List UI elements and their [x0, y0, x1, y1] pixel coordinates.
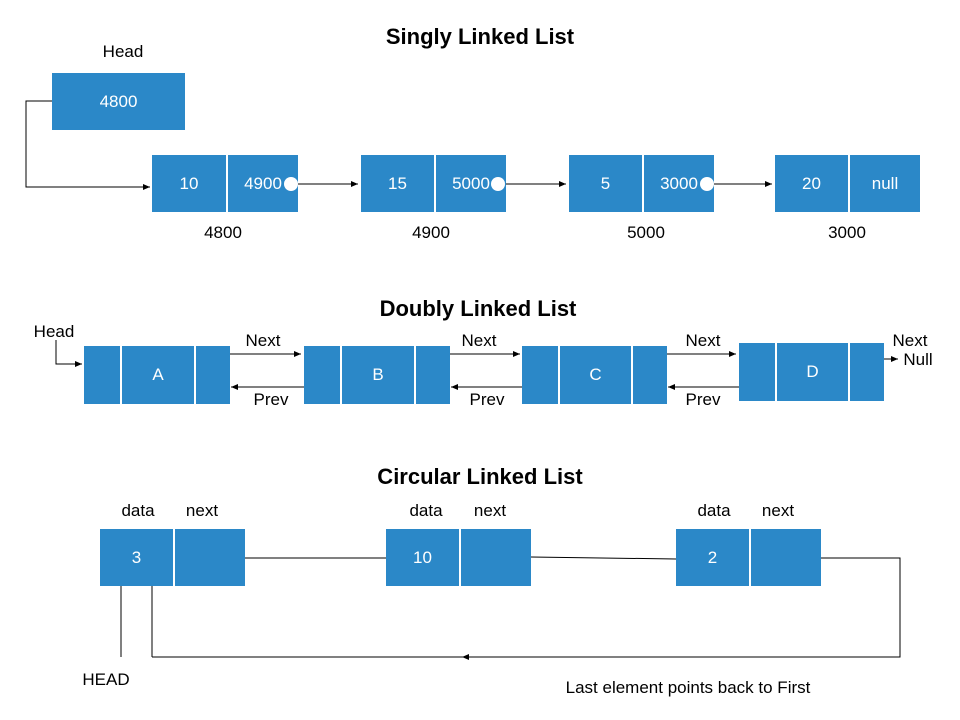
circular-node-3: 2 — [676, 529, 821, 586]
circular-next-label: next — [473, 501, 507, 520]
singly-node-data: 15 — [388, 173, 407, 193]
singly-node-3: 5 3000 — [569, 155, 714, 212]
circular-node-value: 3 — [131, 547, 142, 567]
doubly-head-label: Head — [33, 322, 75, 341]
doubly-node-value: B — [340, 346, 414, 404]
circular-next-pointer-cell — [173, 529, 245, 586]
doubly-prev-pointer-cell — [522, 346, 558, 404]
singly-node-4: 20 null — [775, 155, 920, 212]
doubly-node-value: A — [120, 346, 194, 404]
circular-next-label: next — [185, 501, 219, 520]
doubly-prev-pointer-cell — [84, 346, 120, 404]
singly-pointer-dot-3 — [700, 177, 714, 191]
doubly-next-label-3: Next — [685, 331, 721, 350]
singly-node-data: 20 — [802, 173, 821, 193]
singly-node-address: 4900 — [412, 223, 450, 242]
doubly-next-pointer-cell — [414, 346, 450, 404]
circular-head-label: HEAD — [82, 670, 130, 689]
singly-node-address: 4800 — [204, 223, 242, 242]
circular-node-2: 10 — [386, 529, 531, 586]
singly-node-next: null — [848, 155, 920, 212]
doubly-node-4: D — [739, 343, 884, 401]
doubly-node-2: B — [304, 346, 450, 404]
doubly-head-pointer-arrow — [55, 340, 82, 367]
circular-node-value: 10 — [413, 547, 432, 567]
circular-next-pointer-cell — [749, 529, 821, 586]
doubly-null-label: Null — [903, 350, 933, 369]
circular-return-line — [462, 557, 901, 660]
doubly-node-3: C — [522, 346, 667, 404]
doubly-next-pointer-cell — [848, 343, 884, 401]
circular-data-label: data — [409, 501, 443, 520]
doubly-node-value: D — [775, 343, 848, 401]
circular-data-label: data — [121, 501, 155, 520]
circular-node-value: 2 — [707, 547, 718, 567]
doubly-next-label-2: Next — [461, 331, 497, 350]
doubly-prev-label-3: Prev — [685, 390, 721, 409]
doubly-node-1: A — [84, 346, 230, 404]
singly-pointer-dot-1 — [284, 177, 298, 191]
doubly-prev-label-2: Prev — [469, 390, 505, 409]
circular-caption: Last element points back to First — [565, 678, 811, 697]
singly-pointer-dot-2 — [491, 177, 505, 191]
doubly-prev-pointer-cell — [739, 343, 775, 401]
singly-node-next: 4900 — [226, 155, 298, 212]
singly-head-label: Head — [102, 42, 144, 61]
doubly-next-pointer-cell — [194, 346, 230, 404]
singly-head-pointer-arrow — [25, 100, 150, 190]
doubly-prev-pointer-cell — [304, 346, 340, 404]
singly-head-node: 4800 — [52, 73, 185, 130]
circular-node-1: 3 — [100, 529, 245, 586]
circular-link-line-2 — [530, 556, 677, 560]
singly-node-address: 5000 — [627, 223, 665, 242]
doubly-next-label-1: Next — [245, 331, 281, 350]
singly-node-data: 5 — [600, 173, 611, 193]
circular-title: Circular Linked List — [377, 464, 583, 489]
doubly-prev-label-1: Prev — [253, 390, 289, 409]
circular-next-label: next — [761, 501, 795, 520]
circular-next-pointer-cell — [459, 529, 531, 586]
singly-node-address: 3000 — [828, 223, 866, 242]
singly-title: Singly Linked List — [385, 24, 575, 49]
singly-node-1: 10 4900 — [152, 155, 298, 212]
singly-node-next: 3000 — [642, 155, 714, 212]
circular-data-label: data — [697, 501, 731, 520]
doubly-title: Doubly Linked List — [379, 296, 577, 321]
doubly-next-label-4: Next — [892, 331, 928, 350]
doubly-next-pointer-cell — [631, 346, 667, 404]
doubly-node-value: C — [558, 346, 631, 404]
singly-node-2: 15 5000 — [361, 155, 506, 212]
singly-node-data: 10 — [179, 173, 199, 193]
singly-head-value: 4800 — [99, 91, 138, 111]
singly-node-next: 5000 — [434, 155, 506, 212]
